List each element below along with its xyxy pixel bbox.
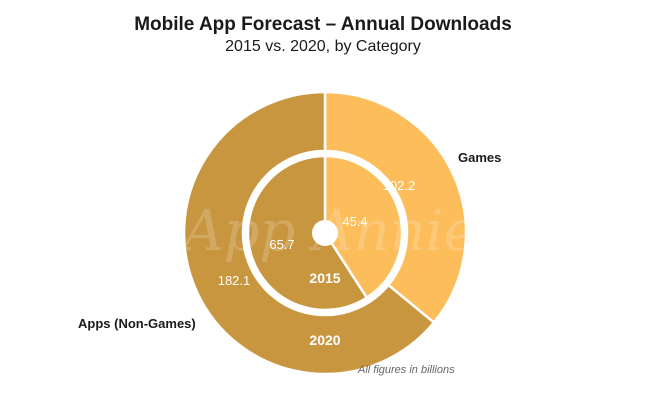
chart-subtitle: 2015 vs. 2020, by Category bbox=[225, 38, 421, 55]
inner-ring-2015 bbox=[246, 154, 404, 312]
slice-2020-games bbox=[323, 90, 468, 325]
center-hole bbox=[312, 220, 338, 246]
slice-2020-apps bbox=[182, 90, 436, 376]
year-label-2015: 2015 bbox=[309, 270, 340, 286]
value-label-2015-apps: 65.7 bbox=[269, 237, 294, 252]
outer-ring-2020 bbox=[182, 90, 468, 376]
value-label-2020-apps: 182.1 bbox=[218, 273, 251, 288]
slice-2015-apps bbox=[246, 154, 369, 312]
year-label-2020: 2020 bbox=[309, 332, 340, 348]
category-label-games: Games bbox=[458, 150, 501, 165]
category-label-apps: Apps (Non-Games) bbox=[78, 316, 196, 331]
value-label-2020-games: 102.2 bbox=[383, 178, 416, 193]
footnote: All figures in billions bbox=[358, 364, 455, 376]
chart-labels: 102.2 182.1 45.4 65.7 2015 2020 Games Apps (Non… bbox=[78, 150, 501, 348]
chart-title: Mobile App Forecast – Annual Downloads bbox=[134, 14, 512, 35]
value-label-2015-games: 45.4 bbox=[342, 214, 367, 229]
